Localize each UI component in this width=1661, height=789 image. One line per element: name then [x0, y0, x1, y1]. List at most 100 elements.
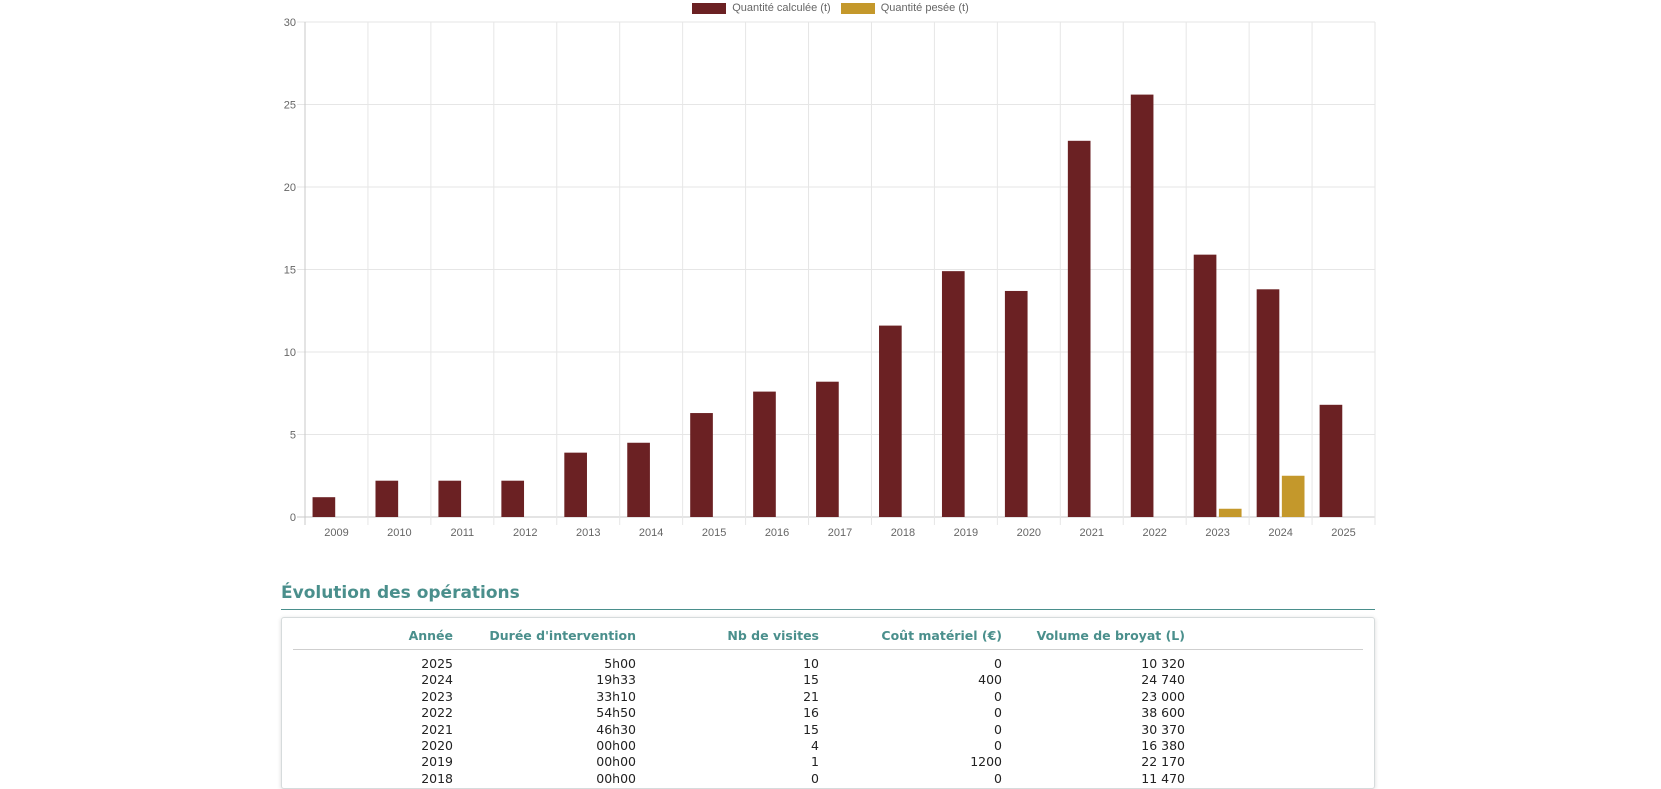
x-tick-label: 2009	[324, 527, 348, 539]
cell-volume: 16 380	[1141, 738, 1185, 754]
x-tick-label: 2013	[576, 527, 600, 539]
cell-duration: 00h00	[596, 754, 636, 770]
cell-duration: 54h50	[596, 705, 636, 721]
cell-duration: 5h00	[604, 656, 636, 671]
cell-cost: 0	[994, 770, 1002, 786]
bar-calculated	[1193, 254, 1217, 517]
legend-item-calculated[interactable]: Quantité calculée (t)	[692, 2, 831, 14]
cell-spacer	[1185, 650, 1363, 673]
cell-volume: 30 370	[1141, 721, 1185, 737]
table-header-row: Année Durée d'intervention Nb de visites…	[293, 628, 1363, 650]
table-row: 2019 00h00 1 1200 22 170	[293, 754, 1363, 770]
x-tick-label: 2023	[1205, 527, 1229, 539]
cell-spacer	[1185, 771, 1363, 787]
table-row: 2018 00h00 0 0 11 470	[293, 771, 1363, 787]
bar-calculated	[312, 497, 336, 517]
quantity-bar-chart: Quantité calculée (t) Quantité pesée (t)…	[284, 2, 1376, 539]
cell-cost: 1200	[970, 754, 1002, 770]
cell-visits: 15	[803, 672, 819, 688]
bar-calculated	[753, 391, 776, 517]
y-tick-label: 0	[290, 512, 296, 524]
legend-item-weighed[interactable]: Quantité pesée (t)	[840, 2, 969, 14]
bar-calculated	[1130, 94, 1154, 517]
header-duration[interactable]: Durée d'intervention	[453, 628, 636, 650]
bar-calculated	[879, 325, 902, 517]
cell-spacer	[1185, 722, 1363, 738]
cell-year: 2023	[421, 688, 453, 704]
cell-cost: 400	[978, 672, 1002, 688]
x-tick-label: 2020	[1017, 527, 1041, 539]
cell-visits: 0	[811, 770, 819, 786]
cell-duration: 00h00	[596, 738, 636, 754]
table-row: 2022 54h50 16 0 38 600	[293, 705, 1363, 721]
cell-volume: 22 170	[1141, 754, 1185, 770]
legend-label-weighed: Quantité pesée (t)	[880, 2, 969, 14]
cell-year: 2024	[421, 672, 453, 688]
header-volume[interactable]: Volume de broyat (L)	[1002, 628, 1185, 650]
cell-year: 2022	[421, 705, 453, 721]
y-tick-label: 10	[284, 347, 296, 359]
cell-spacer	[1185, 738, 1363, 754]
bar-calculated	[816, 381, 839, 517]
x-tick-label: 2012	[513, 527, 537, 539]
cell-volume: 38 600	[1141, 705, 1185, 721]
cell-cost: 0	[994, 738, 1002, 754]
table-row: 2020 00h00 4 0 16 380	[293, 738, 1363, 754]
cell-volume: 23 000	[1141, 688, 1185, 704]
cell-visits: 16	[803, 705, 819, 721]
cell-cost: 0	[994, 688, 1002, 704]
x-tick-label: 2024	[1268, 527, 1292, 539]
legend-label-calculated: Quantité calculée (t)	[732, 2, 831, 14]
x-tick-label: 2018	[891, 527, 915, 539]
bar-calculated	[1067, 140, 1091, 518]
cell-visits: 1	[811, 754, 819, 770]
cell-volume: 24 740	[1141, 672, 1185, 688]
cell-visits: 4	[811, 738, 819, 754]
cell-duration: 46h30	[596, 721, 636, 737]
header-spacer	[1185, 628, 1363, 650]
y-tick-label: 5	[290, 430, 296, 442]
bar-calculated	[690, 413, 713, 517]
cell-spacer	[1185, 754, 1363, 770]
legend-swatch-calculated	[692, 2, 727, 14]
x-tick-label: 2021	[1080, 527, 1104, 539]
bar-calculated	[438, 480, 462, 517]
x-tick-label: 2025	[1331, 527, 1355, 539]
cell-visits: 21	[803, 688, 819, 704]
cell-spacer	[1185, 705, 1363, 721]
bar-calculated	[1319, 404, 1343, 517]
x-tick-label: 2014	[639, 527, 663, 539]
bar-weighed	[1218, 508, 1242, 517]
bar-calculated	[501, 480, 525, 517]
bar-calculated	[1256, 289, 1280, 517]
bar-calculated	[1004, 290, 1028, 517]
cell-year: 2021	[421, 721, 453, 737]
cell-cost: 0	[994, 656, 1002, 671]
bar-calculated	[627, 442, 650, 517]
cell-year: 2020	[421, 738, 453, 754]
x-tick-label: 2019	[954, 527, 978, 539]
bar-calculated	[564, 452, 587, 517]
cell-year: 2019	[421, 754, 453, 770]
header-year[interactable]: Année	[293, 628, 453, 650]
cell-cost: 0	[994, 721, 1002, 737]
cell-spacer	[1185, 689, 1363, 705]
legend-swatch-weighed	[840, 2, 875, 14]
cell-year: 2018	[421, 770, 453, 786]
x-tick-label: 2015	[702, 527, 726, 539]
cell-spacer	[1185, 672, 1363, 688]
header-visits[interactable]: Nb de visites	[636, 628, 819, 650]
section-title: Évolution des opérations	[281, 583, 1375, 610]
header-cost[interactable]: Coût matériel (€)	[819, 628, 1002, 650]
x-tick-label: 2016	[765, 527, 789, 539]
table-row: 2023 33h10 21 0 23 000	[293, 689, 1363, 705]
bar-weighed	[1281, 475, 1305, 517]
table-row: 2024 19h33 15 400 24 740	[293, 672, 1363, 688]
cell-cost: 0	[994, 705, 1002, 721]
y-tick-label: 25	[284, 100, 296, 112]
bar-calculated	[941, 271, 965, 517]
x-tick-label: 2017	[828, 527, 852, 539]
cell-volume: 10 320	[1141, 656, 1185, 671]
cell-duration: 00h00	[596, 770, 636, 786]
